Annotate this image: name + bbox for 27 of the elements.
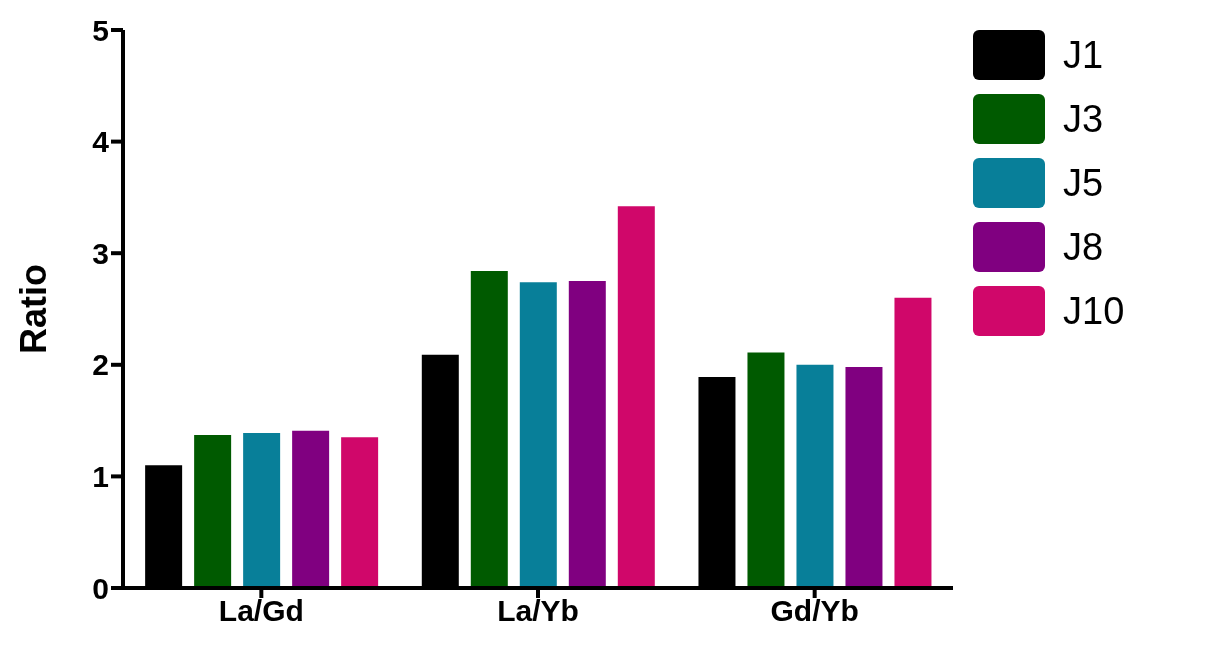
- x-tick-label: La/Yb: [497, 594, 579, 628]
- legend-label: J3: [1063, 97, 1104, 141]
- legend-label: J8: [1063, 225, 1104, 269]
- bar: [845, 367, 883, 588]
- bar: [292, 430, 330, 588]
- y-tick-label: 1: [92, 460, 109, 494]
- bar: [617, 206, 655, 588]
- x-tick-label: Gd/Yb: [770, 594, 859, 628]
- legend-label: J5: [1063, 161, 1104, 205]
- y-tick-label: 0: [92, 571, 109, 605]
- y-axis-title: Ratio: [12, 264, 54, 354]
- y-tick-label: 2: [92, 348, 109, 382]
- legend-label: J1: [1063, 33, 1104, 77]
- legend-label: J10: [1063, 289, 1125, 333]
- bar: [194, 435, 232, 588]
- y-tick-label: 4: [92, 125, 110, 159]
- bar: [894, 297, 932, 588]
- bar: [519, 282, 557, 588]
- bar: [568, 281, 606, 588]
- bar: [470, 271, 508, 588]
- y-tick-label: 5: [92, 13, 109, 47]
- bar: [796, 364, 834, 588]
- bar: [243, 432, 281, 588]
- bar: [747, 352, 785, 588]
- x-tick-label: La/Gd: [218, 594, 304, 628]
- bar: [341, 437, 379, 588]
- y-tick-label: 3: [92, 236, 109, 270]
